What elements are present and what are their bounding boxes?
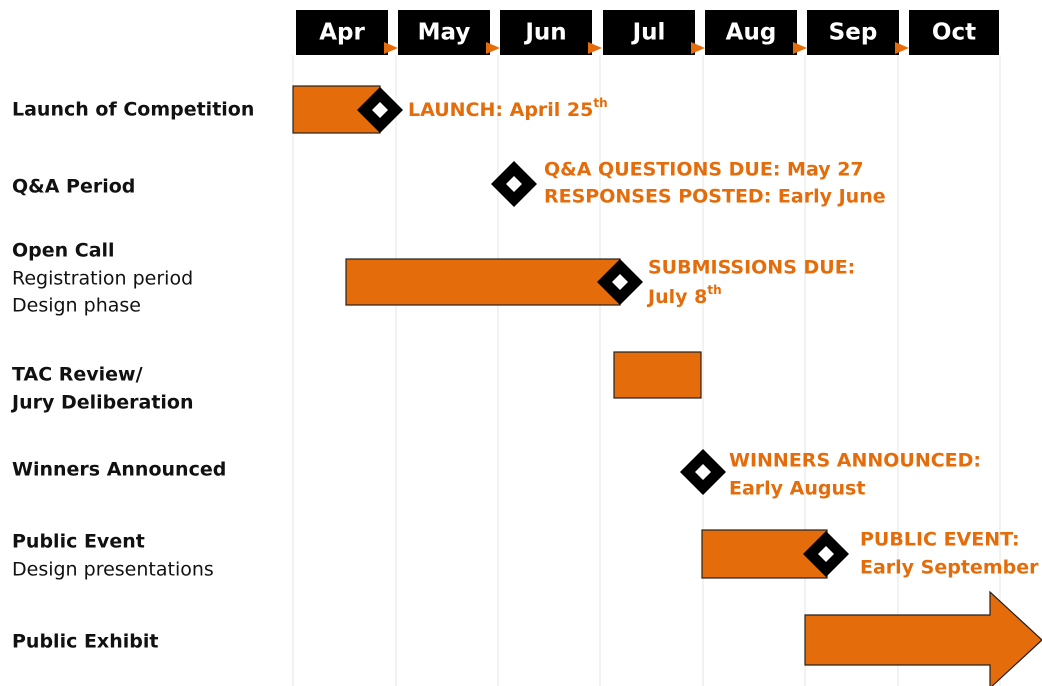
row-title: Public Event (12, 531, 145, 553)
month-label: Jun (523, 20, 566, 46)
month-arrow (895, 42, 909, 54)
month-label: Sep (829, 20, 878, 46)
milestone-note: Q&A QUESTIONS DUE: May 27 (544, 159, 864, 181)
bar (613, 351, 702, 399)
milestone-note: WINNERS ANNOUNCED: (729, 450, 981, 472)
month-box (500, 10, 592, 55)
month-label: Apr (319, 20, 365, 46)
month-box (603, 10, 695, 55)
milestone-note: Early August (729, 478, 865, 500)
milestone-diamond-inner (612, 274, 628, 290)
month-arrow (793, 42, 807, 54)
month-arrow (384, 42, 398, 54)
note-text: July 8 (646, 286, 707, 308)
row-title: TAC Review/ (12, 364, 143, 386)
row-title: Winners Announced (12, 459, 226, 481)
milestone-note: LAUNCH: April 25th (408, 96, 608, 121)
milestone-diamond-inner (372, 102, 388, 118)
milestone-diamond-inner (818, 546, 834, 562)
month-box (398, 10, 490, 55)
note-sup: th (707, 283, 721, 297)
month-box (909, 10, 999, 55)
milestone-diamond-inner (695, 464, 711, 480)
month-box (296, 10, 388, 55)
arrow-bar (804, 590, 1042, 686)
month-label: Aug (726, 20, 777, 46)
month-label: May (418, 20, 471, 46)
milestone-note: PUBLIC EVENT: (860, 529, 1020, 551)
row-title: Jury Deliberation (10, 392, 194, 414)
row-title: Public Exhibit (12, 631, 158, 653)
milestone-note: RESPONSES POSTED: Early June (544, 186, 886, 208)
month-arrow (691, 42, 705, 54)
month-arrow (588, 42, 602, 54)
grid (292, 55, 1001, 686)
milestone-diamond-inner (506, 176, 522, 192)
month-box (705, 10, 797, 55)
row-title: Q&A Period (12, 176, 135, 198)
bar (345, 258, 621, 306)
milestone-note: SUBMISSIONS DUE: (648, 257, 855, 279)
milestone-note: Early September (860, 557, 1039, 579)
month-box (807, 10, 899, 55)
month-header: Apr May Jun Jul Aug Sep Oct (296, 10, 999, 55)
milestone-note: July 8th (646, 283, 722, 308)
milestones (357, 87, 849, 577)
month-label: Oct (932, 20, 976, 46)
row-subtitle: Design presentations (12, 559, 214, 581)
note-sup: th (593, 96, 607, 110)
month-arrow (486, 42, 500, 54)
note-text: LAUNCH: April 25 (408, 99, 593, 121)
month-label: Jul (631, 20, 666, 46)
row-subtitle: Design phase (12, 295, 141, 317)
row-title: Launch of Competition (12, 99, 254, 121)
row-title: Open Call (12, 240, 115, 262)
row-subtitle: Registration period (12, 268, 193, 290)
